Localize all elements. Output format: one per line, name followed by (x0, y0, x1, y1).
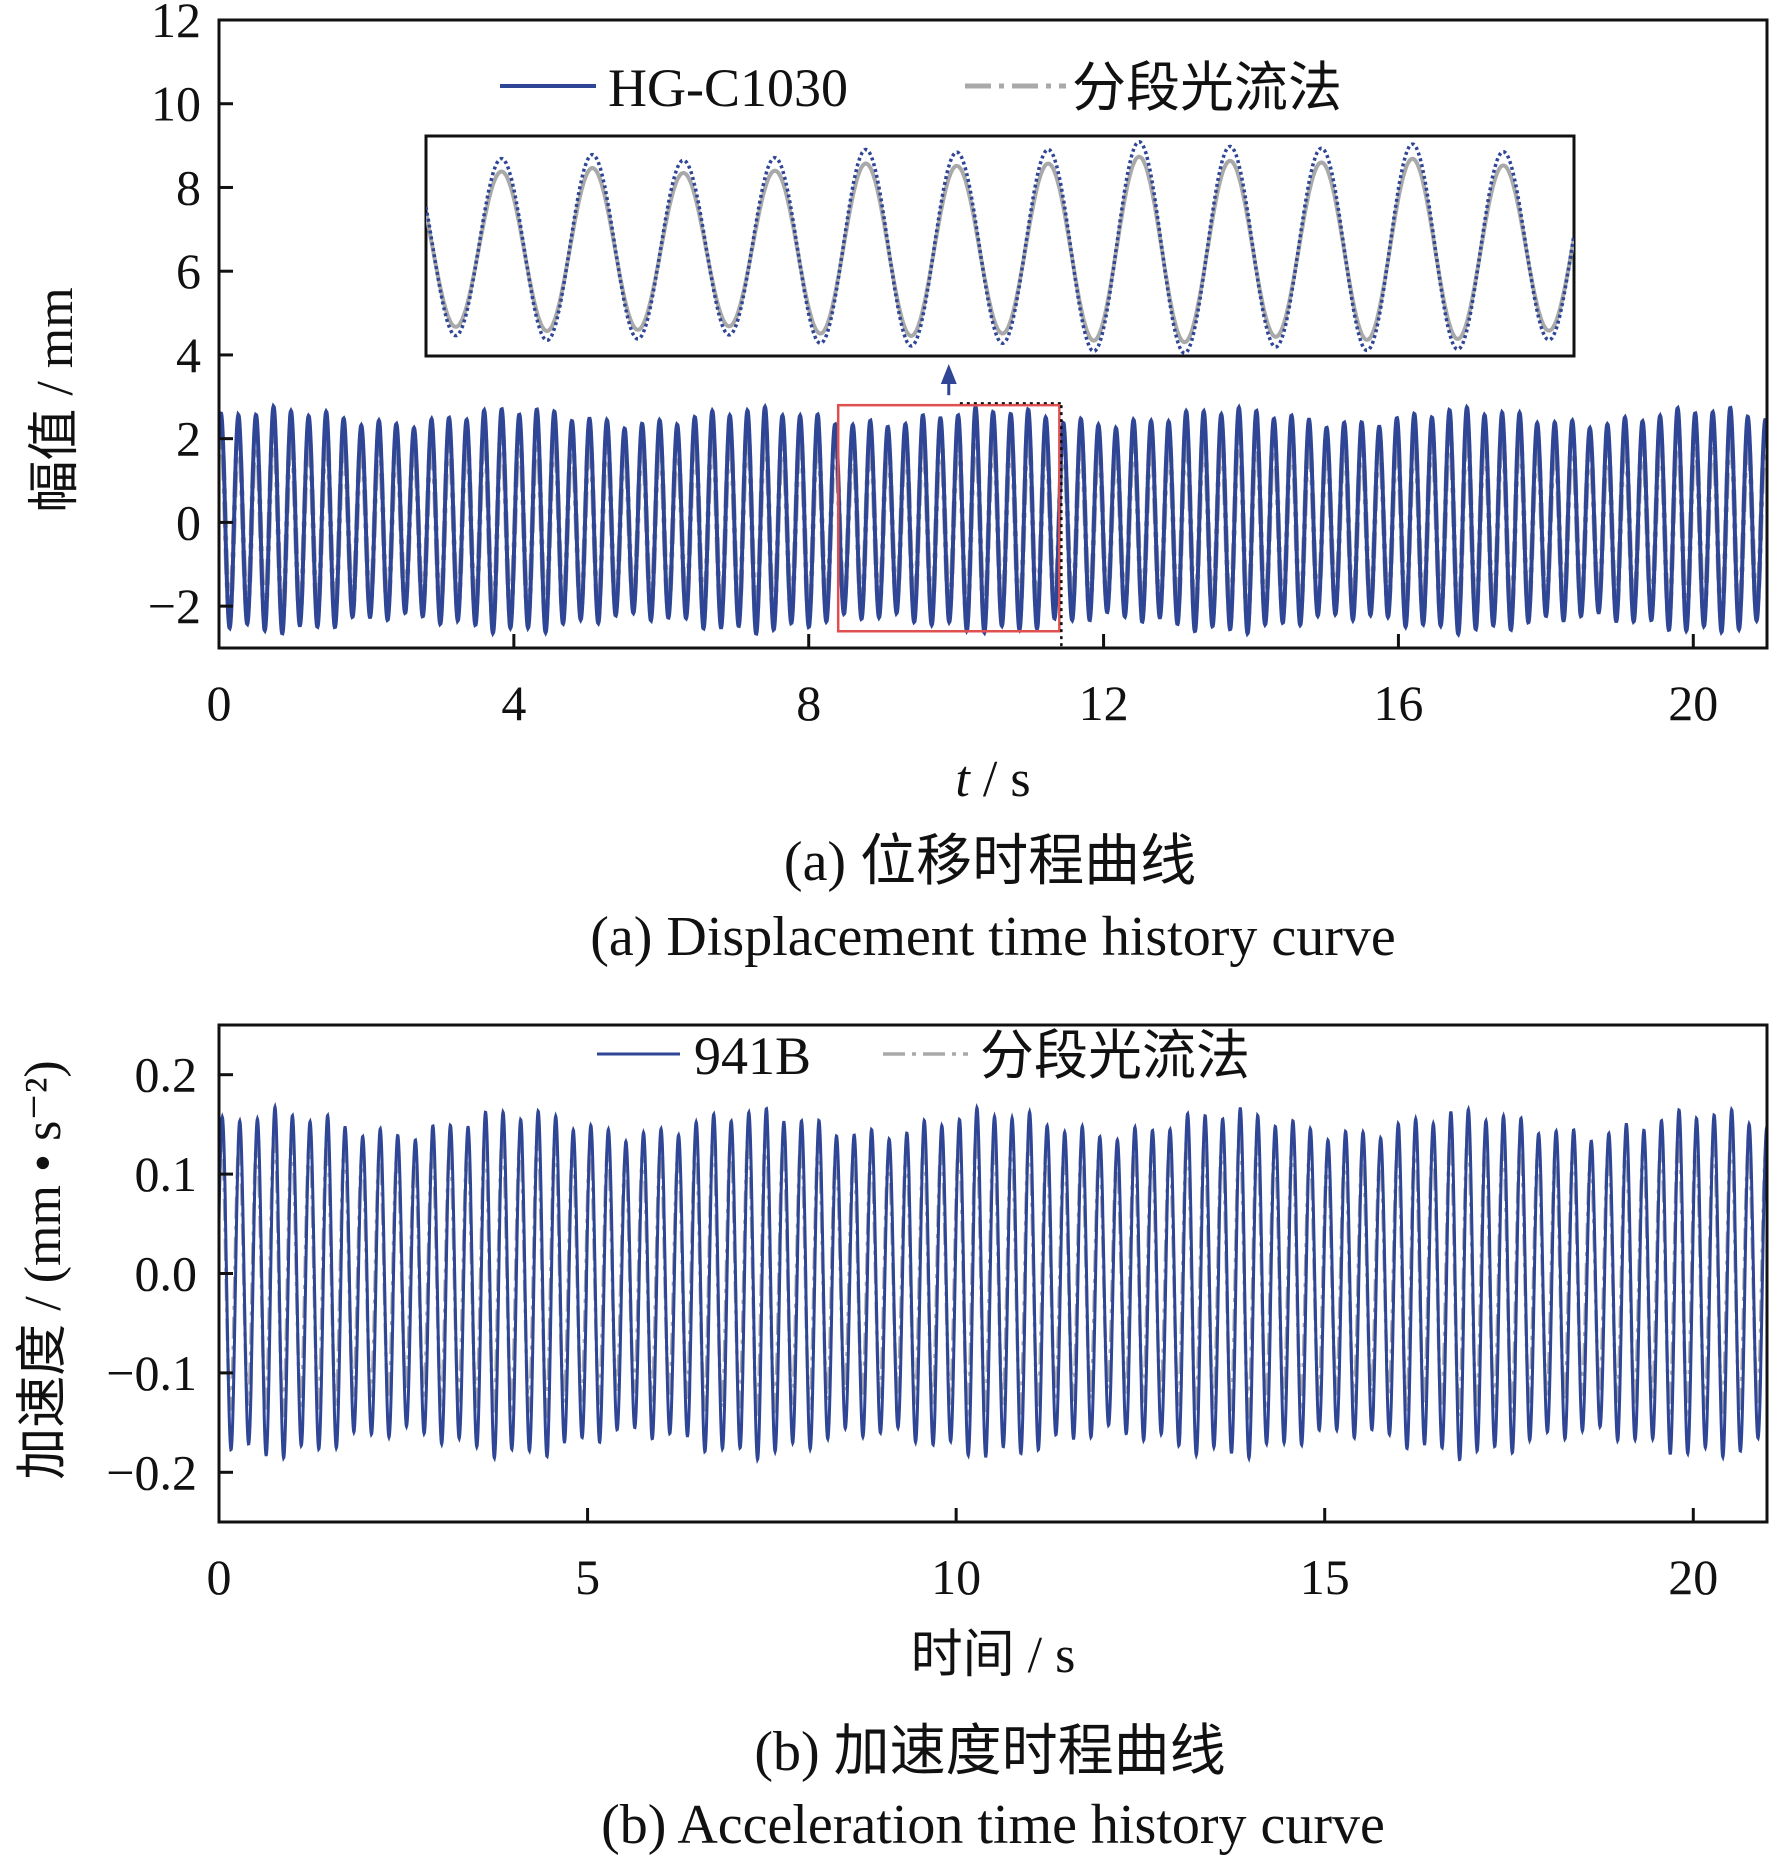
inset-series-line-hg-c1030 (426, 140, 1574, 355)
x-tick-label: 0 (207, 1549, 232, 1605)
x-axis-label: t / s (955, 751, 1030, 808)
x-tick-label: 15 (1300, 1549, 1350, 1605)
x-axis: 0 5 10 15 20 (207, 1508, 1718, 1605)
x-axis: 0 4 8 12 16 20 (207, 634, 1718, 731)
x-axis-label: 时间 / s (911, 1627, 1076, 1684)
caption-en: (b) Acceleration time history curve (601, 1794, 1385, 1856)
x-tick-label: 12 (1079, 675, 1129, 731)
inset-frame (424, 134, 1576, 358)
x-tick-label: 0 (207, 675, 232, 731)
legend-label: 941B (694, 1026, 811, 1086)
series-line-hg-c1030 (219, 402, 1767, 639)
inset-series-line-optical-flow (426, 154, 1574, 345)
y-tick-label: −0.2 (106, 1444, 197, 1500)
legend-label: 分段光流法 (980, 1026, 1250, 1086)
y-tick-label: 4 (176, 327, 201, 383)
y-tick-label: 0 (176, 494, 201, 550)
legend: 941B 分段光流法 (597, 1026, 1250, 1086)
y-axis: −2 0 2 4 6 8 10 12 (148, 0, 233, 634)
caption-en: (a) Displacement time history curve (590, 906, 1396, 968)
acceleration-chart: −0.2 −0.1 0.0 0.1 0.2 0 5 10 15 20 941B 分段光流法 时间… (15, 1023, 1769, 1856)
y-tick-label: 2 (176, 411, 201, 467)
y-tick-label: 8 (176, 159, 201, 215)
plot-frame (217, 18, 1769, 650)
legend: HG-C1030 分段光流法 (500, 58, 1342, 118)
legend-label: HG-C1030 (608, 58, 848, 118)
y-tick-label: 0.0 (135, 1246, 198, 1302)
x-tick-label: 20 (1668, 675, 1718, 731)
y-tick-label: 0.1 (135, 1146, 198, 1202)
x-tick-label: 4 (501, 675, 526, 731)
zoom-window (836, 403, 1061, 633)
x-tick-label: 16 (1373, 675, 1423, 731)
legend-label: 分段光流法 (1072, 58, 1342, 118)
caption-zh: (a) 位移时程曲线 (784, 831, 1196, 893)
y-tick-label: 12 (151, 0, 201, 48)
zoom-arrow-head-icon (940, 364, 957, 384)
y-axis-label: 幅值 / mm (27, 287, 84, 512)
x-tick-label: 20 (1668, 1549, 1718, 1605)
y-axis: −0.2 −0.1 0.0 0.1 0.2 (106, 1047, 233, 1500)
x-tick-label: 5 (575, 1549, 600, 1605)
y-tick-label: 10 (151, 76, 201, 132)
x-tick-label: 10 (931, 1549, 981, 1605)
y-tick-label: 6 (176, 243, 201, 299)
series-line-941b (219, 1101, 1767, 1464)
x-tick-label: 8 (796, 675, 821, 731)
y-tick-label: −0.1 (106, 1345, 197, 1401)
y-tick-label: −2 (148, 578, 201, 634)
caption-zh: (b) 加速度时程曲线 (754, 1721, 1225, 1783)
y-axis-label: 加速度 / (mm • s⁻²) (15, 1060, 72, 1479)
y-tick-label: 0.2 (135, 1047, 198, 1103)
